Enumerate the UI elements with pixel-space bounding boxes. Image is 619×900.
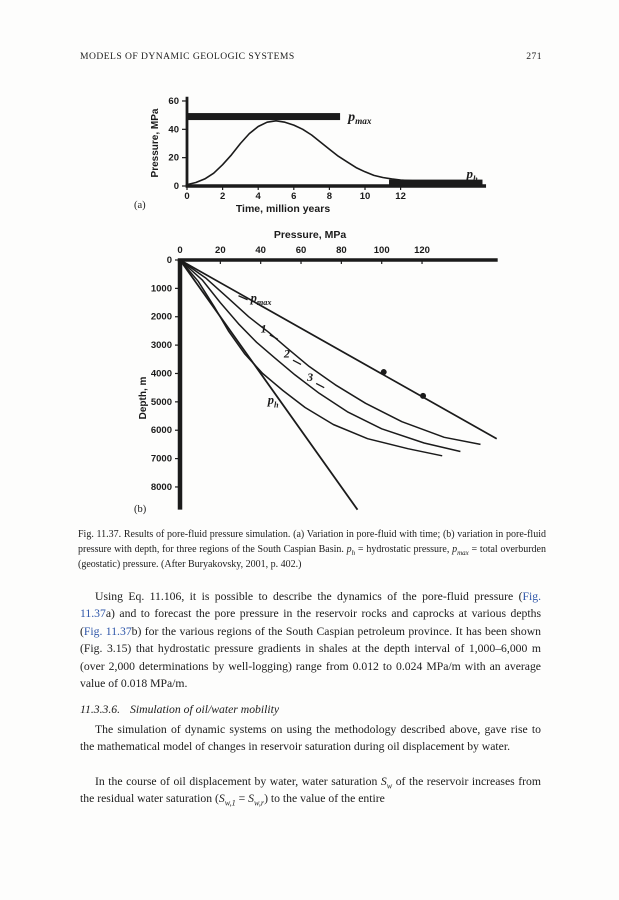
para3-text-2: of the reservoir increases from the resi… (80, 775, 541, 806)
figure-caption: Fig. 11.37. Results of pore-fluid pressu… (78, 527, 546, 573)
svg-text:3: 3 (306, 370, 313, 384)
figure-11-37b-pressure-vs-depth-chart: 0 20 40 60 80 100 120 0 1000 2000 3000 4000 5000 6000… (128, 226, 558, 529)
svg-text:2: 2 (220, 191, 225, 202)
para1-text-2: a) and to forecast the pore pressure in … (80, 607, 541, 638)
svg-text:Pressure, MPa: Pressure, MPa (274, 229, 347, 241)
subsection-heading: 11.3.3.6. Simulation of oil/water mobilit… (80, 703, 279, 716)
svg-text:Pressure, MPa: Pressure, MPa (150, 108, 161, 177)
para1-text-1: Using Eq. 11.106, it is possible to desc… (95, 590, 523, 603)
svg-text:2000: 2000 (151, 312, 172, 323)
var-p-h: ph (346, 544, 356, 558)
page-number: 271 (526, 51, 542, 62)
svg-text:1: 1 (261, 322, 267, 336)
svg-text:3000: 3000 (151, 340, 172, 351)
svg-text:8: 8 (327, 191, 332, 202)
svg-text:60: 60 (296, 245, 307, 256)
svg-text:2: 2 (283, 347, 290, 361)
svg-text:4000: 4000 (151, 368, 172, 379)
svg-text:10: 10 (360, 191, 371, 202)
caption-text-1: Fig. 11.37. Results of pore-fluid pressu… (78, 529, 546, 556)
svg-text:6000: 6000 (151, 425, 172, 436)
svg-text:Depth, m: Depth, m (138, 377, 149, 420)
running-head-title: MODELS OF DYNAMIC GEOLOGIC SYSTEMS (80, 51, 295, 62)
svg-text:120: 120 (414, 245, 430, 256)
page-header: MODELS OF DYNAMIC GEOLOGIC SYSTEMS 271 (80, 51, 542, 62)
svg-text:80: 80 (336, 245, 347, 256)
svg-text:4: 4 (256, 191, 262, 202)
svg-text:7000: 7000 (151, 454, 172, 465)
var-p-max: pmax (452, 544, 469, 558)
figure-11-37a-pressure-vs-time-chart: 0 2 4 6 8 10 12 0 20 40 60 pmax ph Time, million year… (128, 88, 528, 225)
svg-text:(b): (b) (134, 504, 147, 515)
svg-text:12: 12 (395, 191, 406, 202)
svg-text:6: 6 (291, 191, 296, 202)
svg-text:40: 40 (168, 124, 179, 135)
svg-text:0: 0 (184, 191, 189, 202)
svg-text:ph: ph (465, 166, 478, 183)
svg-text:(a): (a) (134, 200, 146, 211)
svg-text:20: 20 (168, 153, 179, 164)
body-paragraph-2: The simulation of dynamic systems on usi… (80, 723, 541, 754)
var-s-wr: Sw,r (248, 792, 265, 808)
body-paragraph-3: In the course of oil displacement by wat… (80, 773, 541, 808)
svg-text:40: 40 (255, 245, 266, 256)
svg-text:0: 0 (167, 255, 172, 266)
subsection-title: Simulation of oil/water mobility (130, 703, 280, 716)
svg-text:60: 60 (168, 96, 179, 107)
svg-text:20: 20 (215, 245, 226, 256)
para3-text-3: = (235, 792, 249, 806)
svg-text:5000: 5000 (151, 397, 172, 408)
fig-11-37a-link[interactable]: Fig. 11.37 (80, 590, 541, 621)
fig-11-37b-link[interactable]: Fig. 11.37 (83, 624, 132, 638)
svg-text:ph: ph (267, 393, 279, 409)
svg-text:1000: 1000 (151, 283, 172, 294)
svg-text:8000: 8000 (151, 482, 172, 493)
svg-text:0: 0 (177, 245, 182, 256)
svg-text:0: 0 (174, 181, 179, 192)
var-s-w: Sw (380, 775, 393, 791)
var-s-w1: Sw,1 (218, 792, 236, 808)
svg-text:100: 100 (374, 245, 390, 256)
caption-text-3: = total overburden (geostatic) pressure.… (78, 544, 546, 571)
subsection-number: 11.3.3.6. (80, 703, 121, 716)
svg-text:pmax: pmax (347, 110, 372, 126)
caption-text-2: = hydrostatic pressure, (355, 544, 453, 556)
para3-text-1: In the course of oil displacement by wat… (95, 775, 381, 788)
body-paragraph-1: Using Eq. 11.106, it is possible to desc… (80, 588, 541, 692)
svg-text:Time, million years: Time, million years (236, 203, 331, 215)
para1-text-3: b) for the various regions of the South … (80, 624, 541, 691)
para3-text-4: ) to the value of the entire (264, 792, 385, 806)
svg-text:pmax: pmax (250, 291, 272, 307)
